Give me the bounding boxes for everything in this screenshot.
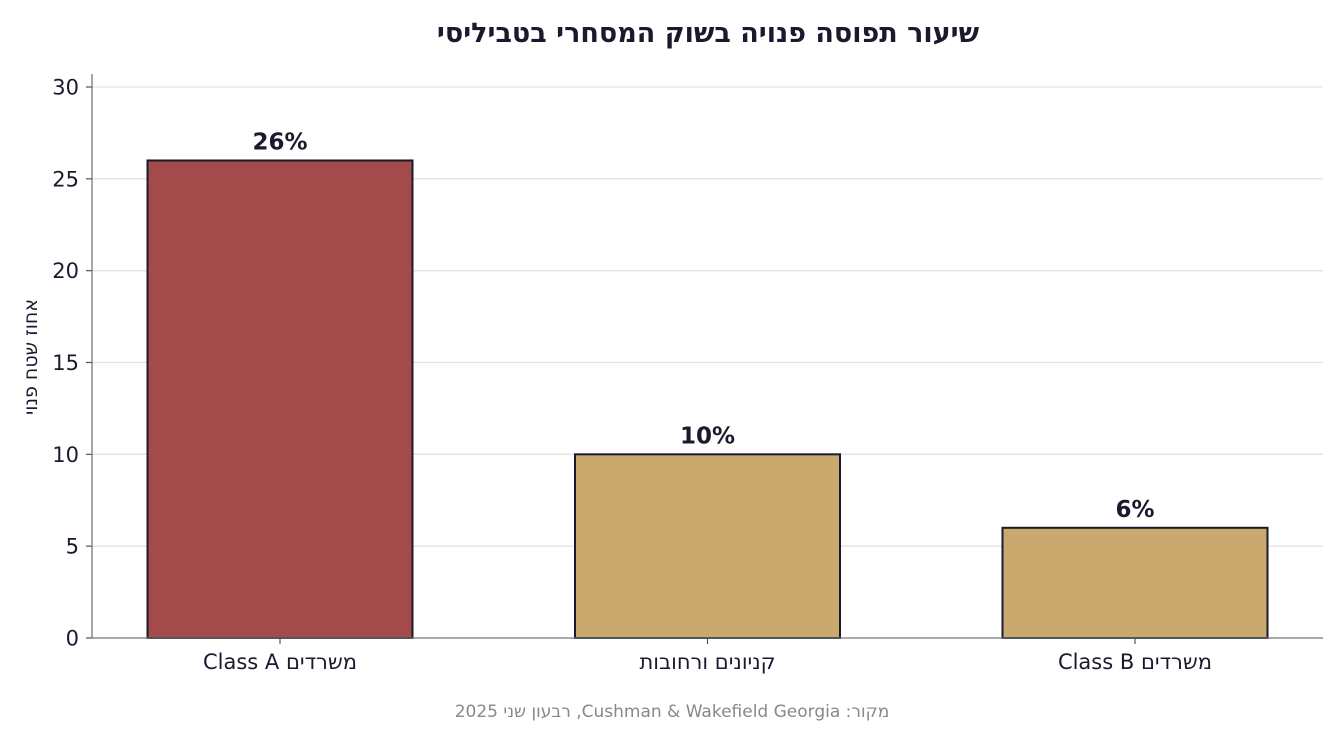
y-tick-label: 30	[52, 76, 79, 100]
tick-labels: 0 5 10 15 20 25 30 משרדים Class A קניונים ורחובו…	[52, 76, 1212, 675]
bar	[1001, 526, 1269, 639]
y-tick-label: 25	[52, 167, 79, 191]
x-tick-label: משרדים Class B	[1058, 650, 1212, 674]
y-axis-label: אחוז שטח פנוי	[20, 299, 42, 415]
data-labels: 26% 10% 6%	[252, 129, 1154, 522]
chart-title: שיעור תפוסה פנויה בשוק המסחרי בטביליסי	[437, 18, 980, 49]
y-tick-label: 5	[66, 535, 79, 559]
bar	[146, 159, 414, 639]
x-tick-label: משרדים Class A	[203, 650, 357, 674]
y-tick-label: 15	[52, 351, 79, 375]
data-label: 6%	[1115, 497, 1154, 523]
y-tick-label: 0	[66, 627, 79, 651]
data-label: 10%	[680, 423, 735, 449]
y-tick-label: 10	[52, 443, 79, 467]
bars	[146, 159, 1269, 640]
x-tick-label: קניונים ורחובות	[639, 650, 775, 674]
bar	[574, 453, 841, 640]
data-label: 26%	[252, 129, 307, 155]
y-tick-label: 20	[52, 259, 79, 283]
source-note: מקור: Cushman & Wakefield Georgia, רבעון…	[455, 702, 890, 722]
